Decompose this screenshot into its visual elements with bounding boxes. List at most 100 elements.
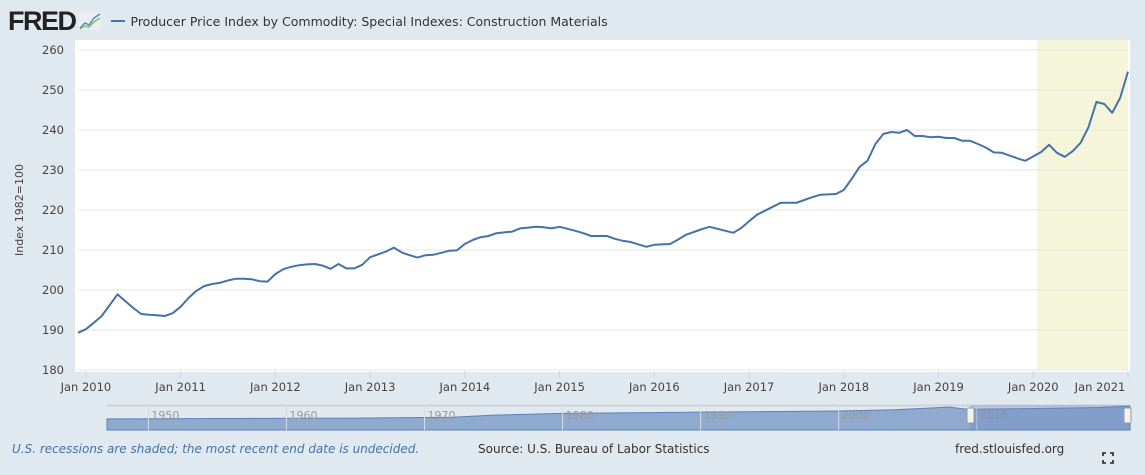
data-point[interactable] — [414, 255, 420, 261]
data-point[interactable] — [1038, 149, 1044, 155]
data-point[interactable] — [486, 233, 492, 239]
data-point[interactable] — [722, 228, 728, 234]
data-point[interactable] — [178, 304, 184, 310]
data-point[interactable] — [888, 129, 894, 135]
data-point[interactable] — [541, 224, 547, 230]
data-point[interactable] — [1030, 153, 1036, 159]
data-point[interactable] — [620, 238, 626, 244]
data-point[interactable] — [825, 191, 831, 197]
data-point[interactable] — [154, 312, 160, 318]
data-point[interactable] — [430, 252, 436, 258]
data-point[interactable] — [967, 138, 973, 144]
data-point[interactable] — [1078, 140, 1084, 146]
data-point[interactable] — [146, 312, 152, 318]
data-point[interactable] — [509, 229, 515, 235]
data-point[interactable] — [857, 164, 863, 170]
data-point[interactable] — [336, 261, 342, 267]
data-point[interactable] — [691, 229, 697, 235]
data-point[interactable] — [1062, 154, 1068, 160]
data-point[interactable] — [170, 310, 176, 316]
data-point[interactable] — [754, 212, 760, 218]
data-point[interactable] — [304, 261, 310, 267]
data-point[interactable] — [1093, 99, 1099, 105]
data-point[interactable] — [636, 241, 642, 247]
data-point[interactable] — [1014, 155, 1020, 161]
data-point[interactable] — [99, 313, 105, 319]
data-point[interactable] — [288, 264, 294, 270]
data-point[interactable] — [817, 192, 823, 198]
data-point[interactable] — [383, 249, 389, 255]
data-point[interactable] — [714, 226, 720, 232]
data-point[interactable] — [643, 244, 649, 250]
data-point[interactable] — [699, 226, 705, 232]
data-point[interactable] — [478, 234, 484, 240]
data-point[interactable] — [454, 247, 460, 253]
data-point[interactable] — [272, 271, 278, 277]
data-point[interactable] — [786, 200, 792, 206]
data-point[interactable] — [872, 141, 878, 147]
data-point[interactable] — [596, 233, 602, 239]
data-point[interactable] — [588, 233, 594, 239]
expand-icon[interactable] — [1102, 452, 1114, 464]
data-point[interactable] — [312, 261, 318, 267]
data-point[interactable] — [186, 295, 192, 301]
data-point[interactable] — [557, 224, 563, 230]
data-point[interactable] — [493, 230, 499, 236]
data-point[interactable] — [264, 279, 270, 285]
data-point[interactable] — [983, 145, 989, 151]
data-point[interactable] — [864, 158, 870, 164]
data-point[interactable] — [564, 226, 570, 232]
data-point[interactable] — [880, 131, 886, 137]
data-point[interactable] — [738, 225, 744, 231]
data-point[interactable] — [975, 141, 981, 147]
data-point[interactable] — [351, 265, 357, 271]
data-point[interactable] — [470, 237, 476, 243]
data-point[interactable] — [912, 133, 918, 139]
data-point[interactable] — [1117, 95, 1123, 101]
data-point[interactable] — [375, 251, 381, 257]
data-point[interactable] — [209, 281, 215, 287]
data-point[interactable] — [517, 225, 523, 231]
data-point[interactable] — [659, 241, 665, 247]
data-point[interactable] — [707, 224, 713, 230]
data-point[interactable] — [667, 241, 673, 247]
data-point[interactable] — [114, 291, 120, 297]
data-point[interactable] — [91, 320, 97, 326]
data-point[interactable] — [438, 250, 444, 256]
data-point[interactable] — [422, 252, 428, 258]
data-point[interactable] — [83, 326, 89, 332]
data-point[interactable] — [367, 254, 373, 260]
data-point[interactable] — [572, 228, 578, 234]
navigator-right-handle[interactable] — [1123, 407, 1132, 424]
data-point[interactable] — [1086, 124, 1092, 130]
data-point[interactable] — [201, 283, 207, 289]
data-point[interactable] — [343, 265, 349, 271]
data-point[interactable] — [391, 245, 397, 251]
data-point[interactable] — [130, 305, 136, 311]
data-point[interactable] — [809, 194, 815, 200]
data-point[interactable] — [920, 133, 926, 139]
data-point[interactable] — [233, 276, 239, 282]
data-point[interactable] — [122, 298, 128, 304]
data-point[interactable] — [841, 187, 847, 193]
data-point[interactable] — [801, 197, 807, 203]
data-point[interactable] — [399, 249, 405, 255]
data-point[interactable] — [549, 225, 555, 231]
data-point[interactable] — [991, 149, 997, 155]
data-point[interactable] — [107, 302, 113, 308]
data-point[interactable] — [280, 266, 286, 272]
data-point[interactable] — [328, 266, 334, 272]
data-point[interactable] — [501, 229, 507, 235]
data-point[interactable] — [1022, 158, 1028, 164]
data-point[interactable] — [320, 263, 326, 269]
data-point[interactable] — [604, 233, 610, 239]
data-point[interactable] — [1125, 69, 1131, 75]
data-point[interactable] — [217, 280, 223, 286]
data-point[interactable] — [1109, 110, 1115, 116]
data-point[interactable] — [675, 237, 681, 243]
data-point[interactable] — [193, 288, 199, 294]
data-point[interactable] — [138, 311, 144, 317]
data-point[interactable] — [1070, 148, 1076, 154]
data-point[interactable] — [904, 127, 910, 133]
series-line[interactable] — [77, 71, 1129, 334]
